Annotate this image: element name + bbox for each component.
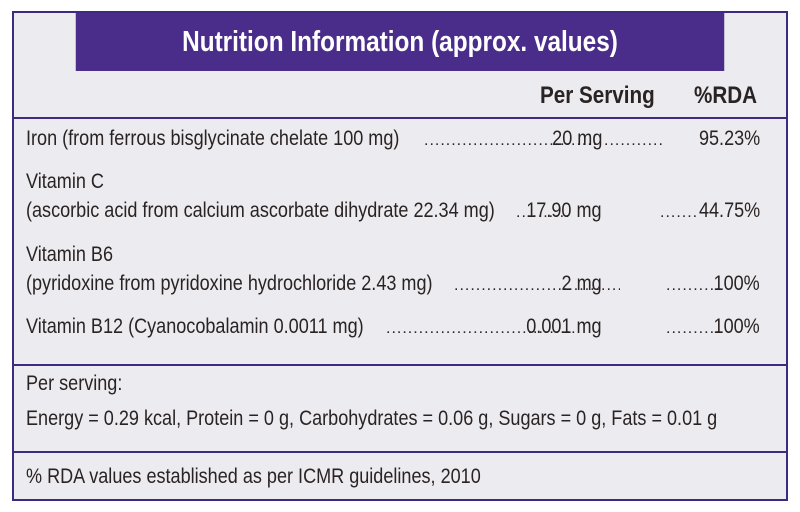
nutrient-row-vitamin-b12: Vitamin B12 (Cyanocobalamin 0.0011 mg) .…: [26, 313, 760, 341]
per-serving-label: Per serving:: [26, 372, 123, 395]
nutrient-rda: 95.23%: [698, 127, 760, 150]
divider: [14, 451, 786, 453]
nutrient-name: Vitamin B6: [26, 243, 114, 266]
leader-dots: ..................: [604, 132, 664, 149]
divider: [14, 364, 786, 366]
leader-dots: ................: [666, 320, 722, 337]
nutrient-amount: 20 mg: [551, 127, 602, 150]
nutrient-name: Vitamin C: [26, 170, 104, 193]
nutrient-amount: 0.001 mg: [526, 315, 602, 338]
nutrient-name: Iron (from ferrous bisglycinate chelate …: [26, 127, 400, 150]
nutrient-row-vitamin-c: (ascorbic acid from calcium ascorbate di…: [26, 197, 760, 225]
leader-dots: ........................................…: [424, 132, 600, 149]
divider: [14, 117, 786, 119]
leader-dots: ........................................…: [454, 277, 620, 294]
nutrient-amount: 2 mg: [561, 272, 602, 295]
nutrient-rda: 100%: [713, 315, 760, 338]
nutrient-row-vitamin-b6: (pyridoxine from pyridoxine hydrochlorid…: [26, 270, 760, 298]
leader-dots: ........................................…: [386, 320, 578, 337]
nutrient-rda: 44.75%: [698, 199, 760, 222]
nutrient-name: Vitamin B12 (Cyanocobalamin 0.0011 mg): [26, 315, 364, 338]
per-serving-values: Energy = 0.29 kcal, Protein = 0 g, Carbo…: [26, 407, 718, 430]
column-header-rda: %RDA: [694, 82, 758, 109]
panel-title: Nutrition Information (approx. values): [75, 13, 725, 71]
footnote: % RDA values established as per ICMR gui…: [26, 465, 481, 488]
nutrition-panel: Nutrition Information (approx. values) P…: [12, 11, 788, 501]
nutrient-detail: (pyridoxine from pyridoxine hydrochlorid…: [26, 272, 433, 295]
nutrient-amount: 17.90 mg: [526, 199, 602, 222]
leader-dots: ................: [516, 204, 572, 221]
column-header-per-serving: Per Serving: [540, 82, 655, 109]
nutrient-detail: (ascorbic acid from calcium ascorbate di…: [26, 199, 495, 222]
nutrient-row-iron: Iron (from ferrous bisglycinate chelate …: [26, 125, 760, 153]
leader-dots: ............: [660, 204, 698, 221]
nutrient-rda: 100%: [713, 272, 760, 295]
leader-dots: ................: [666, 277, 722, 294]
